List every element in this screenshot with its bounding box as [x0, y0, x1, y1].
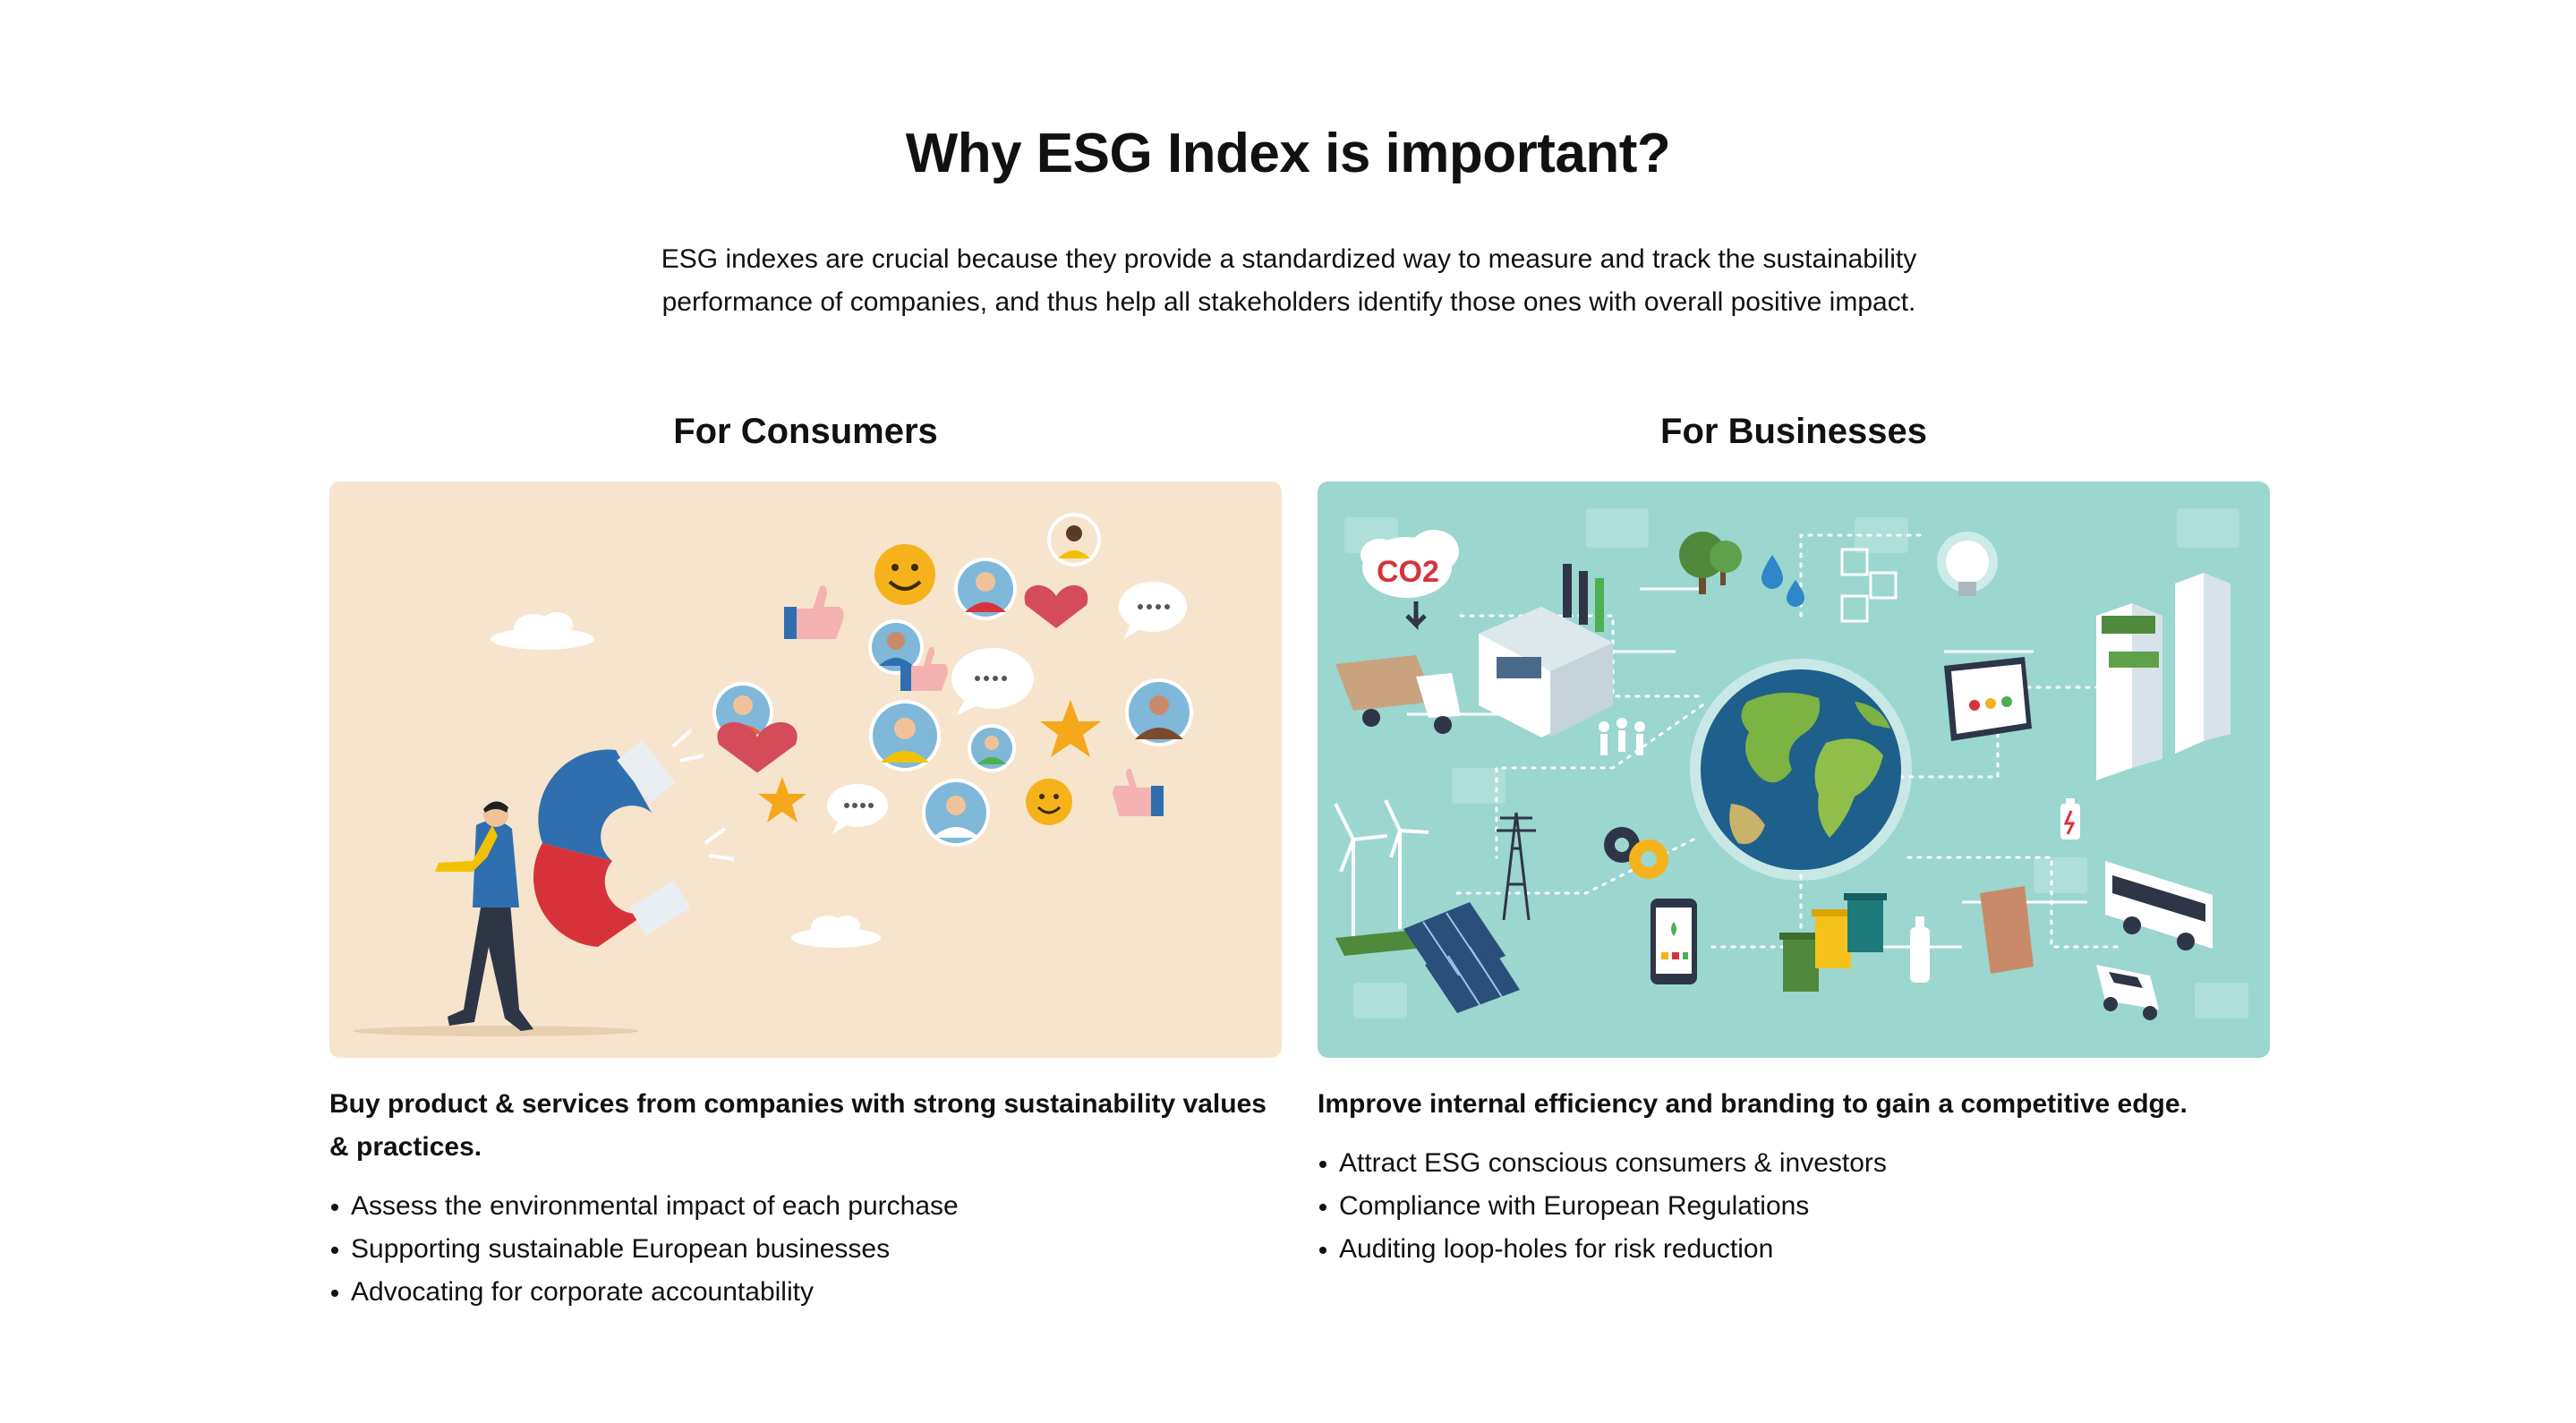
gear-icon [1604, 827, 1668, 879]
businesses-column: For Businesses [1318, 405, 2270, 1271]
globe-icon [1690, 659, 1912, 881]
businessman-icon [435, 801, 533, 1031]
consumers-title: For Consumers [673, 412, 938, 451]
factory-icon [1479, 564, 1613, 737]
avatar-icon [868, 619, 924, 675]
cloud-icon [490, 612, 594, 650]
magnet-icon [533, 729, 735, 947]
thumbs-up-icon [784, 585, 844, 639]
building-icon [2096, 573, 2231, 780]
thumbs-up-icon [1113, 768, 1164, 816]
wind-turbine-icon [1334, 799, 1429, 938]
smiley-icon [874, 544, 935, 605]
chat-bubble-icon [1119, 582, 1187, 639]
businesses-lead: Improve internal efficiency and branding… [1318, 1089, 2188, 1119]
consumers-bullet-list: Assess the environmental impact of each … [329, 1185, 1282, 1314]
list-item: Auditing loop-holes for risk reduction [1318, 1228, 2270, 1271]
cloud-icon [791, 916, 881, 948]
avatar-icon [1047, 513, 1101, 567]
recycling-bin-icon [1779, 893, 1887, 992]
avatar-icon [968, 724, 1016, 772]
list-item: Advocating for corporate accountability [329, 1271, 1282, 1314]
co2-cloud-icon: CO2 [1361, 530, 1459, 631]
thumbs-up-icon [900, 646, 948, 691]
avatar-icon [954, 558, 1017, 620]
chat-bubble-icon [951, 648, 1034, 716]
star-icon [758, 777, 806, 822]
water-drop-icon [1761, 555, 1783, 589]
tree-icon [1679, 532, 1742, 594]
lightbulb-icon [1937, 532, 1998, 596]
car-icon [2096, 965, 2159, 1020]
page-title: Why ESG Index is important? [905, 123, 1671, 184]
solar-panel-icon [1403, 902, 1520, 1013]
businesses-bullet-list: Attract ESG conscious consumers & invest… [1318, 1142, 2270, 1271]
avatar-icon [922, 779, 990, 847]
pylon-icon [1497, 812, 1536, 921]
battery-icon [2060, 798, 2080, 839]
smartphone-icon [1651, 899, 1697, 984]
tablet-icon [1944, 657, 2032, 741]
star-icon [1040, 700, 1101, 757]
list-item: Compliance with European Regulations [1318, 1185, 2270, 1228]
chat-bubble-icon [827, 784, 888, 834]
avatar-icon [1125, 678, 1193, 746]
smiley-icon [1026, 779, 1072, 825]
svg-text:CO2: CO2 [1377, 555, 1439, 589]
list-item: Supporting sustainable European business… [329, 1228, 1282, 1271]
heart-icon [1024, 584, 1088, 628]
businesses-title: For Businesses [1660, 412, 1927, 451]
consumers-lead: Buy product & services from companies wi… [329, 1089, 1267, 1162]
consumers-column: For Consumers [329, 405, 1282, 1314]
businesses-illustration: CO2 [1318, 481, 2270, 1058]
avatar-icon [869, 700, 941, 771]
water-drop-icon [1787, 580, 1804, 607]
bus-icon [2105, 861, 2213, 950]
truck-icon [1335, 655, 1461, 734]
intro-paragraph: ESG indexes are crucial because they pro… [661, 244, 1917, 317]
list-item: Attract ESG conscious consumers & invest… [1318, 1142, 2270, 1185]
list-item: Assess the environmental impact of each … [329, 1185, 1282, 1228]
consumers-illustration [329, 481, 1282, 1058]
heart-icon [717, 721, 798, 773]
